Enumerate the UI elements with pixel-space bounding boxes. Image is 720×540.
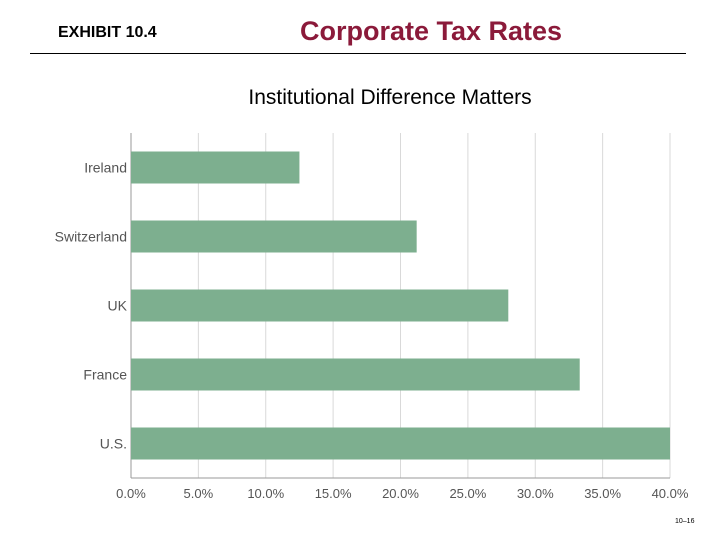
x-tick-label: 15.0% bbox=[315, 486, 352, 501]
exhibit-label: EXHIBIT 10.4 bbox=[58, 24, 157, 41]
chart-subtitle: Institutional Difference Matters bbox=[248, 86, 532, 109]
category-label: U.S. bbox=[100, 436, 127, 452]
category-label: Ireland bbox=[84, 160, 127, 176]
category-label: France bbox=[83, 367, 127, 383]
x-tick-label: 30.0% bbox=[517, 486, 554, 501]
x-tick-label: 40.0% bbox=[652, 486, 689, 501]
x-tick-label: 35.0% bbox=[584, 486, 621, 501]
bar bbox=[131, 358, 580, 391]
page-number: 10–16 bbox=[675, 518, 695, 525]
page-title: Corporate Tax Rates bbox=[300, 16, 563, 46]
category-label: Switzerland bbox=[55, 229, 127, 245]
bar bbox=[131, 427, 670, 460]
x-tick-label: 20.0% bbox=[382, 486, 419, 501]
x-tick-label: 0.0% bbox=[116, 486, 146, 501]
bar bbox=[131, 220, 417, 253]
bar bbox=[131, 151, 300, 184]
bar bbox=[131, 289, 509, 322]
title-divider bbox=[30, 53, 686, 54]
category-label: UK bbox=[108, 298, 128, 314]
x-tick-label: 25.0% bbox=[449, 486, 486, 501]
x-tick-label: 5.0% bbox=[184, 486, 214, 501]
x-tick-label: 10.0% bbox=[247, 486, 284, 501]
